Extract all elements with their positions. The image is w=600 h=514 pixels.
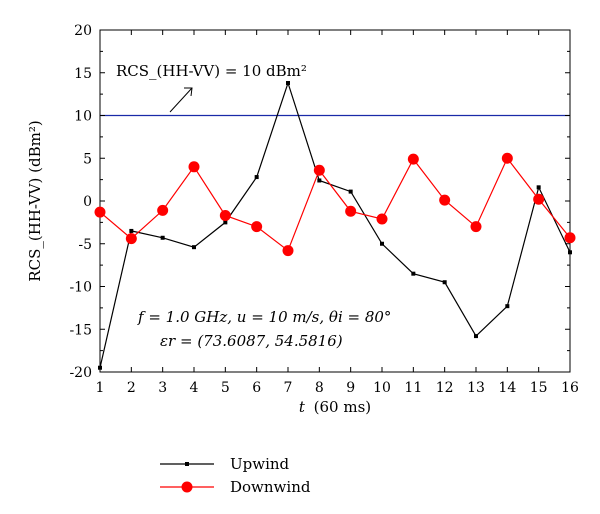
y-tick-label: -10: [69, 280, 92, 296]
legend-label-downwind: Downwind: [230, 478, 311, 496]
axes: 1 2 3 4 5 6 7 8 9 10 11 12 13 14 15 16-20-15-10-5051015…: [69, 23, 579, 396]
y-tick-label: 0: [83, 194, 92, 210]
x-tick-label: 2: [127, 380, 136, 396]
legend-marker-downwind: [181, 481, 193, 493]
data-point-downwind: [376, 213, 388, 225]
x-tick-label: 12: [436, 380, 454, 396]
data-point-upwind: [348, 189, 353, 194]
data-point-downwind: [94, 206, 106, 218]
data-point-upwind: [474, 334, 478, 339]
data-point-upwind: [442, 280, 447, 285]
data-point-downwind: [282, 245, 294, 257]
series-group: [94, 81, 576, 370]
series-line-downwind: [99, 157, 571, 252]
x-tick-label: 10: [373, 380, 391, 396]
y-tick-label: 20: [74, 23, 92, 39]
x-tick-label: 14: [498, 380, 516, 396]
data-point-upwind: [568, 250, 572, 255]
x-tick-label: 15: [530, 380, 548, 396]
x-tick-label: 13: [467, 380, 485, 396]
x-axis-title-variable: t: [299, 398, 306, 416]
x-axis-title: t (60 ms): [299, 398, 371, 416]
parameter-annotation-2: εr = (73.6087, 54.5816): [160, 332, 343, 350]
parameter-annotation-1: f = 1.0 GHz, u = 10 m/s, θi = 80°: [137, 308, 391, 326]
data-point-upwind: [223, 220, 228, 225]
x-tick-label: 3: [158, 380, 167, 396]
data-point-upwind: [505, 304, 510, 309]
data-point-downwind: [564, 232, 576, 244]
y-tick-label: 5: [83, 151, 92, 167]
y-tick-label: 10: [74, 109, 92, 125]
x-tick-label: 6: [252, 380, 261, 396]
x-tick-label: 5: [221, 380, 230, 396]
data-point-downwind: [470, 221, 482, 233]
data-point-downwind: [157, 204, 169, 216]
data-point-downwind: [501, 152, 513, 164]
x-tick-label: 9: [346, 380, 355, 396]
x-axis-title-unit: (60 ms): [314, 398, 371, 416]
data-point-downwind: [313, 164, 325, 176]
data-point-downwind: [533, 193, 545, 205]
data-point-upwind: [411, 271, 416, 276]
x-tick-label: 1: [96, 380, 105, 396]
data-point-upwind: [98, 365, 102, 370]
data-point-downwind: [125, 233, 137, 245]
series-line-upwind: [99, 81, 571, 368]
x-tick-label: 4: [190, 380, 199, 396]
data-point-downwind: [345, 205, 357, 217]
y-tick-label: -15: [69, 322, 92, 338]
legend-label-upwind: Upwind: [230, 455, 290, 473]
data-point-upwind: [317, 178, 322, 183]
x-tick-label: 8: [315, 380, 324, 396]
data-point-upwind: [192, 245, 196, 250]
legend: Upwind Downwind: [160, 455, 311, 496]
x-tick-label: 11: [404, 380, 422, 396]
y-tick-label: 15: [74, 66, 92, 82]
data-point-upwind: [536, 185, 541, 190]
data-point-downwind: [251, 221, 263, 233]
data-point-upwind: [380, 241, 384, 246]
data-point-upwind: [160, 235, 165, 240]
data-point-upwind: [129, 228, 134, 233]
data-point-downwind: [407, 153, 419, 165]
data-point-downwind: [219, 210, 231, 222]
legend-marker-upwind: [185, 462, 189, 466]
x-tick-label: 16: [561, 380, 579, 396]
reference-arrow-shaft: [169, 87, 193, 113]
data-point-upwind: [286, 81, 290, 86]
x-tick-label: 7: [284, 380, 293, 396]
data-point-downwind: [439, 194, 451, 206]
data-point-upwind: [254, 175, 259, 180]
reference-arrow-head: [184, 87, 193, 97]
data-point-downwind: [188, 161, 200, 173]
reference-line-label: RCS_(HH-VV) = 10 dBm²: [116, 62, 307, 80]
y-tick-label: -5: [78, 237, 92, 253]
y-axis-title: RCS_(HH-VV) (dBm²): [26, 120, 44, 281]
y-tick-label: -20: [69, 365, 92, 381]
